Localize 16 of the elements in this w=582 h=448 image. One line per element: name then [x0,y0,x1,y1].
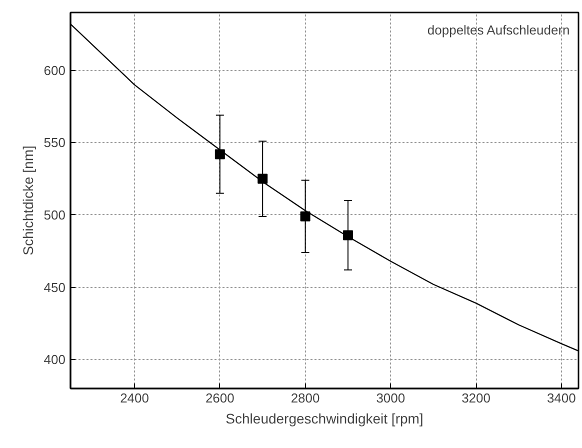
point [300,211,310,222]
x-axis-title: Schleudergeschwindigkeit [rpm] [226,410,424,426]
y-tick-label: 400 [44,352,66,368]
point [214,149,225,160]
y-tick-label: 550 [44,135,66,150]
y-tick-label: 600 [44,62,66,78]
y-axis-title: Schichtdicke [nm] [20,146,36,256]
x-tick-label: 3200 [462,390,491,406]
annotation: doppeltes Aufschleudern [427,22,570,38]
x-tick-label: 2600 [205,390,234,406]
x-tick-label: 3000 [376,390,406,406]
y-tick-label: 450 [44,280,66,295]
y-tick-label: 500 [44,207,66,222]
x-tick-label: 3400 [546,390,576,406]
x-tick-label: 2400 [120,390,149,406]
x-tick-label: 2800 [290,390,320,406]
